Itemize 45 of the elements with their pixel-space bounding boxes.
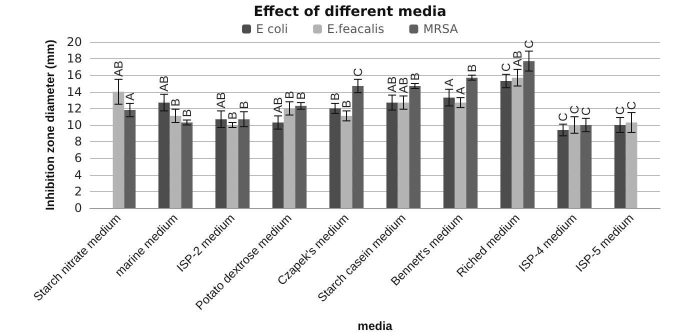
data-label: B [408,72,422,81]
y-axis-title: Inhibition zone diameter (mm) [42,40,57,210]
data-label: C [556,112,570,122]
y-tick-label: 12 [66,101,82,116]
data-label: C [578,106,593,116]
data-label: B [180,109,194,118]
data-label: AB [510,50,524,67]
data-label: C [499,62,514,72]
data-label: AB [385,76,400,92]
data-label: B [464,64,479,72]
chart-title: Effect of different media [254,4,446,20]
y-tick-label: 6 [74,151,82,166]
data-label: B [294,92,308,100]
legend-label: MRSA [423,22,459,36]
y-tick-label: 10 [66,118,82,132]
legend-label: E.feacalis [327,22,384,36]
data-label: A [454,86,468,95]
data-label: C [613,106,628,115]
y-tick-label: 2 [74,184,82,198]
data-label: B [236,100,251,109]
data-label: C [350,68,365,77]
data-label: A [442,78,456,87]
data-label: B [328,92,342,101]
data-label: AB [214,92,228,108]
y-tick-label: 18 [66,52,82,66]
data-label: B [168,98,182,106]
data-label: B [226,112,240,120]
data-label: C [522,39,536,48]
y-tick-label: 20 [66,35,82,49]
y-tick-label: 16 [66,68,82,82]
y-tick-label: 0 [74,201,82,215]
legend-label: E coli [256,22,288,36]
data-label: AB [271,97,286,114]
y-tick-label: 14 [66,84,82,99]
data-label: AB [112,60,126,77]
y-tick-label: 4 [74,168,82,182]
data-label: A [122,92,137,101]
data-label: C [624,100,638,110]
data-label: AB [157,76,172,92]
data-label: B [282,90,296,99]
data-label: AB [396,77,410,94]
y-tick-label: 8 [74,134,82,149]
data-label: C [568,105,582,114]
x-axis-title: media [358,319,393,333]
data-label: B [340,100,354,108]
